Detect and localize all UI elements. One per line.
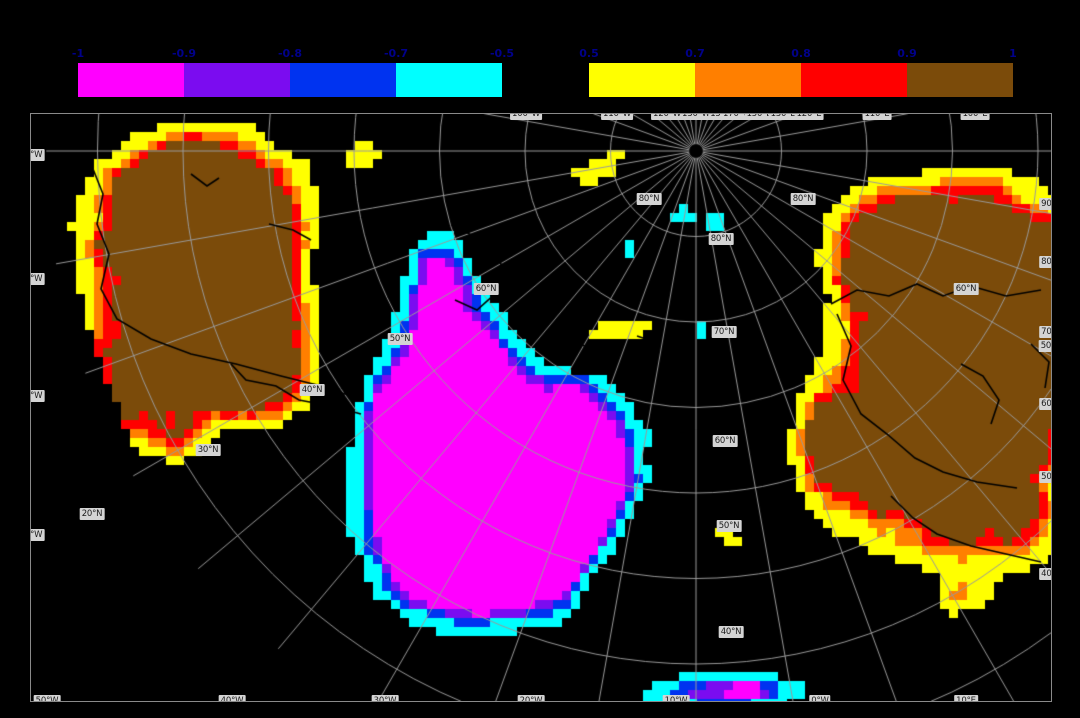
colorbar-segment <box>589 63 695 97</box>
colorbar-segment <box>290 63 396 97</box>
meridian-label-bottom: 20°W <box>517 695 545 701</box>
colorbar-tick-label: -0.8 <box>277 47 303 60</box>
parallel-label: 20°N <box>79 508 105 520</box>
meridian-label-top: 130°E <box>768 114 798 120</box>
positive-colorbar-swatches <box>589 63 1013 97</box>
meridian-label-right: 60°E <box>1039 398 1051 410</box>
meridian-label-bottom: 10°E <box>954 695 978 701</box>
meridian-label-right: 40°E <box>1039 568 1051 580</box>
meridian-label-top: 110°E <box>862 114 892 120</box>
parallel-label: 60°N <box>712 435 738 447</box>
parallel-label: 50°N <box>1038 340 1051 352</box>
colorbar-tick-label: 0.7 <box>685 47 705 60</box>
meridian-label-right: 80°E <box>1039 256 1051 268</box>
colorbar-segment <box>184 63 290 97</box>
meridian-label-bottom: 0°W <box>809 695 831 701</box>
meridian-label-bottom: 50°W <box>33 695 61 701</box>
colorbar-segment <box>695 63 801 97</box>
parallel-label: 80°N <box>790 193 816 205</box>
meridian-label-bottom: 10°W <box>662 695 690 701</box>
colorbar-tick-label: 0.9 <box>897 47 917 60</box>
colorbar-tick-label: 0.8 <box>791 47 811 60</box>
meridian-label-left: 70°W <box>31 390 45 402</box>
meridian-label-top: 170°W <box>721 114 753 120</box>
meridian-label-top: 110°W <box>601 114 633 120</box>
map-raster-canvas <box>31 114 1051 701</box>
parallel-label: 50°N <box>387 333 413 345</box>
parallel-label: 40°N <box>718 626 744 638</box>
colorbar-tick-label: 0.5 <box>579 47 599 60</box>
colorbar-tick-label: -0.7 <box>383 47 409 60</box>
colorbar-segment <box>801 63 907 97</box>
map-frame[interactable]: 100°W 110°W 120°W 130°W 150 170°W 150°E 130°E 12… <box>30 113 1052 702</box>
colorbar-segment <box>907 63 1013 97</box>
meridian-label-bottom: 30°W <box>371 695 399 701</box>
parallel-label: 50°N <box>716 520 742 532</box>
parallel-label: 60°N <box>953 283 979 295</box>
meridian-label-right: 50°E <box>1039 471 1051 483</box>
meridian-label-right: 90°E <box>1039 198 1051 210</box>
colorbar-tick-label: -0.5 <box>489 47 515 60</box>
parallel-label: 80°N <box>708 233 734 245</box>
meridian-label-bottom: 40°W <box>218 695 246 701</box>
negative-colorbar-swatches <box>78 63 502 97</box>
colorbar-tick-label: -1 <box>71 47 85 60</box>
colorbar-tick-label: 1 <box>1009 47 1017 60</box>
parallel-label: 40°N <box>299 384 325 396</box>
meridian-label-top: 150°E <box>744 114 774 120</box>
positive-colorbar-ticks: 0.5 0.7 0.8 0.9 1 <box>579 47 1017 61</box>
parallel-label: 80°N <box>636 193 662 205</box>
colorbar-tick-label: -0.9 <box>171 47 197 60</box>
negative-colorbar-ticks: -1 -0.9 -0.8 -0.7 -0.5 <box>72 47 514 61</box>
meridian-label-top: 130°W <box>680 114 712 120</box>
meridian-label-top: 150 <box>708 114 728 120</box>
meridian-label-top: 100°E <box>960 114 990 120</box>
meridian-label-left: 90°W <box>31 149 45 161</box>
meridian-label-left: 60°W <box>31 529 45 541</box>
meridian-label-left: 80°W <box>31 273 45 285</box>
parallel-label: 30°N <box>195 444 221 456</box>
colorbar-segment <box>396 63 502 97</box>
colorbar-segment <box>78 63 184 97</box>
meridian-label-top: 120°E <box>794 114 824 120</box>
parallel-label: 60°N <box>473 283 499 295</box>
meridian-label-top: 120°W <box>651 114 683 120</box>
parallel-label: 70°N <box>711 326 737 338</box>
meridian-label-top: 100°W <box>510 114 542 120</box>
meridian-label-right: 70°E <box>1039 326 1051 338</box>
